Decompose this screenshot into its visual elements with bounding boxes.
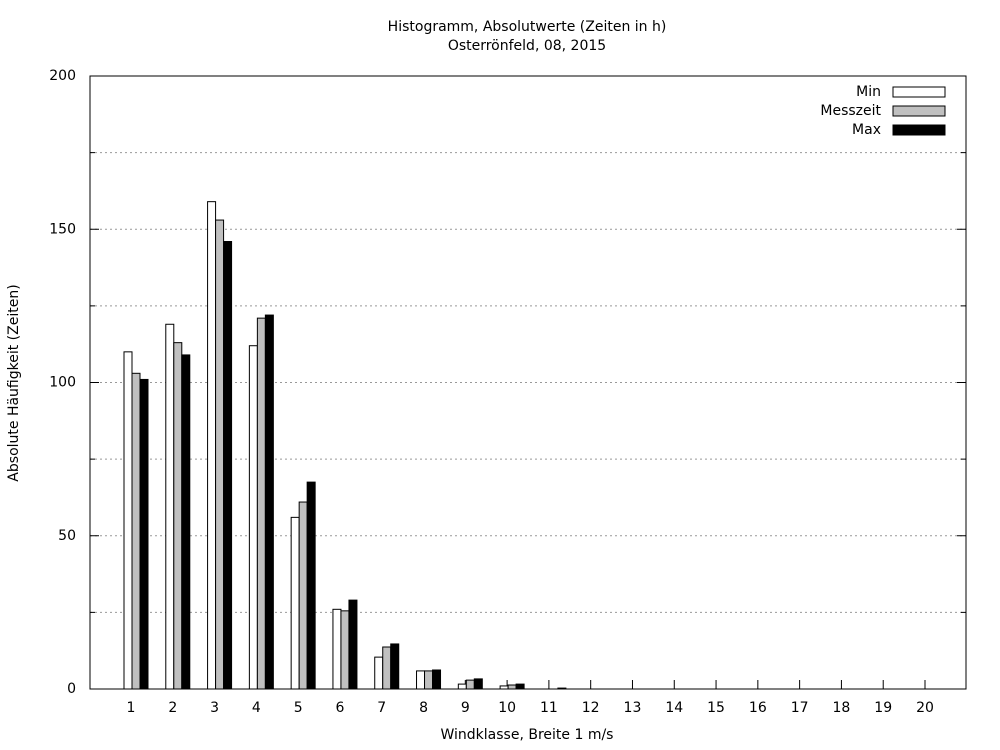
x-tick-label: 5	[294, 700, 303, 716]
bar	[131, 372, 141, 690]
x-tick-label: 8	[419, 700, 428, 716]
x-tick-label: 20	[916, 700, 934, 716]
bar	[248, 345, 258, 690]
x-tick-label: 16	[749, 700, 767, 716]
bar	[123, 351, 133, 690]
bar	[348, 599, 358, 690]
x-tick-label: 11	[540, 700, 558, 716]
x-tick-label: 19	[874, 700, 892, 716]
y-tick-label: 200	[49, 68, 76, 84]
y-tick-label: 50	[58, 528, 76, 544]
y-tick-label: 100	[49, 375, 76, 391]
x-tick-label: 9	[461, 700, 470, 716]
bar	[306, 481, 316, 690]
bar	[298, 501, 308, 690]
bar	[181, 354, 191, 690]
bar	[390, 643, 400, 690]
bar	[374, 656, 384, 690]
bar	[515, 683, 525, 690]
bar	[382, 646, 392, 690]
bar	[223, 241, 233, 690]
y-tick-label: 0	[67, 681, 76, 697]
x-tick-label: 15	[707, 700, 725, 716]
bar	[507, 684, 517, 690]
legend-swatch	[892, 105, 946, 117]
x-tick-label: 3	[210, 700, 219, 716]
legend-label: Min	[856, 84, 881, 100]
bar	[340, 610, 350, 690]
x-tick-label: 13	[624, 700, 642, 716]
x-tick-label: 4	[252, 700, 261, 716]
bar	[264, 314, 274, 690]
legend-label: Messzeit	[820, 103, 881, 119]
bar	[290, 516, 300, 690]
legend-swatch	[892, 86, 946, 98]
bar	[165, 323, 175, 690]
x-tick-label: 1	[127, 700, 136, 716]
legend-swatch	[892, 124, 946, 136]
x-axis-label: Windklasse, Breite 1 m/s	[441, 727, 614, 743]
bar	[173, 342, 183, 690]
bar	[416, 670, 426, 690]
bar	[424, 670, 434, 690]
chart-subtitle: Osterrönfeld, 08, 2015	[448, 38, 606, 54]
y-tick-label: 150	[49, 221, 76, 237]
x-tick-label: 7	[377, 700, 386, 716]
chart-title: Histogramm, Absolutwerte (Zeiten in h)	[388, 19, 667, 35]
x-tick-label: 14	[665, 700, 683, 716]
bar	[457, 683, 467, 690]
bar	[473, 678, 483, 690]
bar	[432, 669, 442, 690]
x-tick-label: 17	[791, 700, 809, 716]
x-tick-label: 12	[582, 700, 600, 716]
bar	[332, 608, 342, 690]
bar	[207, 201, 217, 690]
x-tick-label: 2	[168, 700, 177, 716]
bar	[139, 378, 149, 690]
bar	[465, 679, 475, 690]
legend-label: Max	[852, 122, 881, 138]
bar	[256, 317, 266, 690]
x-tick-label: 6	[335, 700, 344, 716]
x-tick-label: 18	[833, 700, 851, 716]
bar	[215, 219, 225, 690]
x-tick-label: 10	[498, 700, 516, 716]
y-axis-label: Absolute Häufigkeit (Zeiten)	[6, 284, 22, 481]
plot-frame	[89, 75, 967, 690]
